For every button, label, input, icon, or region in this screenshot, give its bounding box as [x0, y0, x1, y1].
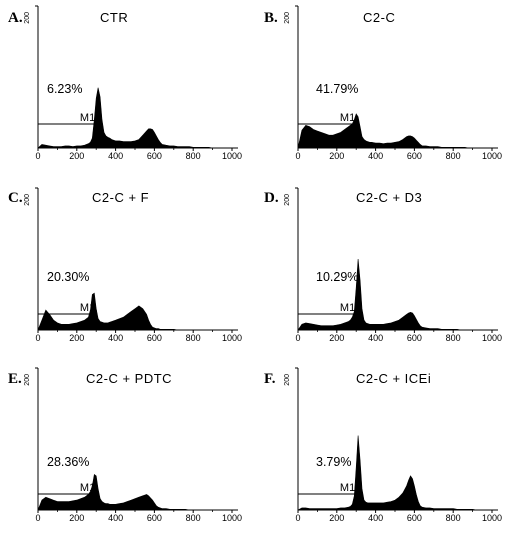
x-tick-label: 800: [446, 333, 461, 343]
x-tick-label: 1000: [482, 333, 502, 343]
histogram-panel-f: F. C2-C + ICEi 3.79% 200 0 200 400 600 800 100…: [260, 362, 520, 542]
panel-title: CTR: [100, 10, 129, 25]
x-tick-label: 200: [69, 513, 84, 523]
panel-title: C2-C + F: [92, 190, 150, 205]
panel-label: E.: [8, 371, 22, 387]
marker-label: M1: [340, 112, 355, 124]
x-tick-label: 200: [329, 151, 344, 161]
histogram-plot: 200 0 200 400 600 800 1000 M1: [24, 367, 242, 523]
x-tick-label: 600: [407, 513, 422, 523]
histogram-plot: 200 0 200 400 600 800 1000 M1: [284, 5, 502, 161]
x-tick-label: 0: [35, 513, 40, 523]
x-tick-label: 0: [35, 151, 40, 161]
panel-label: C.: [8, 190, 23, 206]
marker-label: M1: [80, 482, 95, 494]
x-tick-label: 800: [186, 513, 201, 523]
panel-label: A.: [8, 10, 23, 26]
x-tick-label: 200: [69, 333, 84, 343]
x-tick-label: 600: [407, 333, 422, 343]
histogram-plot: 200 0 200 400 600 800 1000 M1: [284, 187, 502, 343]
panel-title: C2-C: [363, 10, 396, 25]
histogram-panel-a: A. CTR 6.23% 200 0 200 400 600 800 1000 M1: [0, 0, 260, 180]
x-tick-label: 800: [186, 333, 201, 343]
y-tick-label: 200: [24, 12, 31, 24]
x-tick-label: 800: [446, 513, 461, 523]
x-tick-label: 400: [108, 513, 123, 523]
percent-annotation: 41.79%: [316, 82, 359, 96]
histogram-area: [37, 87, 232, 149]
x-tick-label: 1000: [222, 333, 242, 343]
panel-title: C2-C + D3: [356, 190, 423, 205]
percent-annotation: 6.23%: [47, 82, 83, 96]
percent-annotation: 10.29%: [316, 270, 359, 284]
panel-title: C2-C + ICEi: [356, 371, 432, 386]
x-tick-label: 400: [108, 333, 123, 343]
y-tick-label: 200: [24, 374, 31, 386]
histogram-area: [297, 435, 492, 511]
panel-title: C2-C + PDTC: [86, 371, 173, 386]
histogram-area: [297, 258, 492, 331]
x-tick-label: 400: [368, 513, 383, 523]
percent-annotation: 28.36%: [47, 455, 90, 469]
panel-label: F.: [264, 371, 276, 387]
x-tick-label: 400: [108, 151, 123, 161]
histogram-panel-e: E. C2-C + PDTC 28.36% 200 0 200 400 600 800 10…: [0, 362, 260, 542]
x-tick-label: 1000: [222, 151, 242, 161]
x-tick-label: 400: [368, 151, 383, 161]
histogram-area: [297, 113, 492, 149]
x-tick-label: 400: [368, 333, 383, 343]
x-tick-label: 600: [147, 513, 162, 523]
y-tick-label: 200: [284, 374, 291, 386]
marker-label: M1: [80, 112, 95, 124]
histogram-panel-b: B. C2-C 41.79% 200 0 200 400 600 800 1000 M1: [260, 0, 520, 180]
x-tick-label: 0: [295, 333, 300, 343]
x-tick-label: 1000: [482, 513, 502, 523]
x-tick-label: 1000: [482, 151, 502, 161]
marker-label: M1: [340, 482, 355, 494]
x-tick-label: 1000: [222, 513, 242, 523]
x-tick-label: 0: [295, 151, 300, 161]
x-tick-label: 800: [446, 151, 461, 161]
histogram-plot: 200 0 200 400 600 800 1000 M1: [24, 187, 242, 343]
panel-label: D.: [264, 190, 279, 206]
marker-label: M1: [340, 302, 355, 314]
x-tick-label: 0: [35, 333, 40, 343]
percent-annotation: 3.79%: [316, 455, 352, 469]
x-tick-label: 600: [407, 151, 422, 161]
x-tick-label: 0: [295, 513, 300, 523]
histogram-panel-d: D. C2-C + D3 10.29% 200 0 200 400 600 800 1000…: [260, 182, 520, 362]
x-tick-label: 600: [147, 151, 162, 161]
y-tick-label: 200: [284, 194, 291, 206]
histogram-area: [37, 473, 232, 511]
y-tick-label: 200: [284, 12, 291, 24]
marker-label: M1: [80, 302, 95, 314]
x-tick-label: 800: [186, 151, 201, 161]
x-tick-label: 200: [329, 333, 344, 343]
histogram-plot: 200 0 200 400 600 800 1000 M1: [284, 367, 502, 523]
histogram-area: [37, 292, 232, 331]
histogram-plot: 200 0 200 400 600 800 1000 M1: [24, 5, 242, 161]
x-tick-label: 200: [69, 151, 84, 161]
histogram-panel-c: C. C2-C + F 20.30% 200 0 200 400 600 800 1000 M…: [0, 182, 260, 362]
y-tick-label: 200: [24, 194, 31, 206]
x-tick-label: 200: [329, 513, 344, 523]
percent-annotation: 20.30%: [47, 270, 90, 284]
x-tick-label: 600: [147, 333, 162, 343]
panel-label: B.: [264, 10, 278, 26]
